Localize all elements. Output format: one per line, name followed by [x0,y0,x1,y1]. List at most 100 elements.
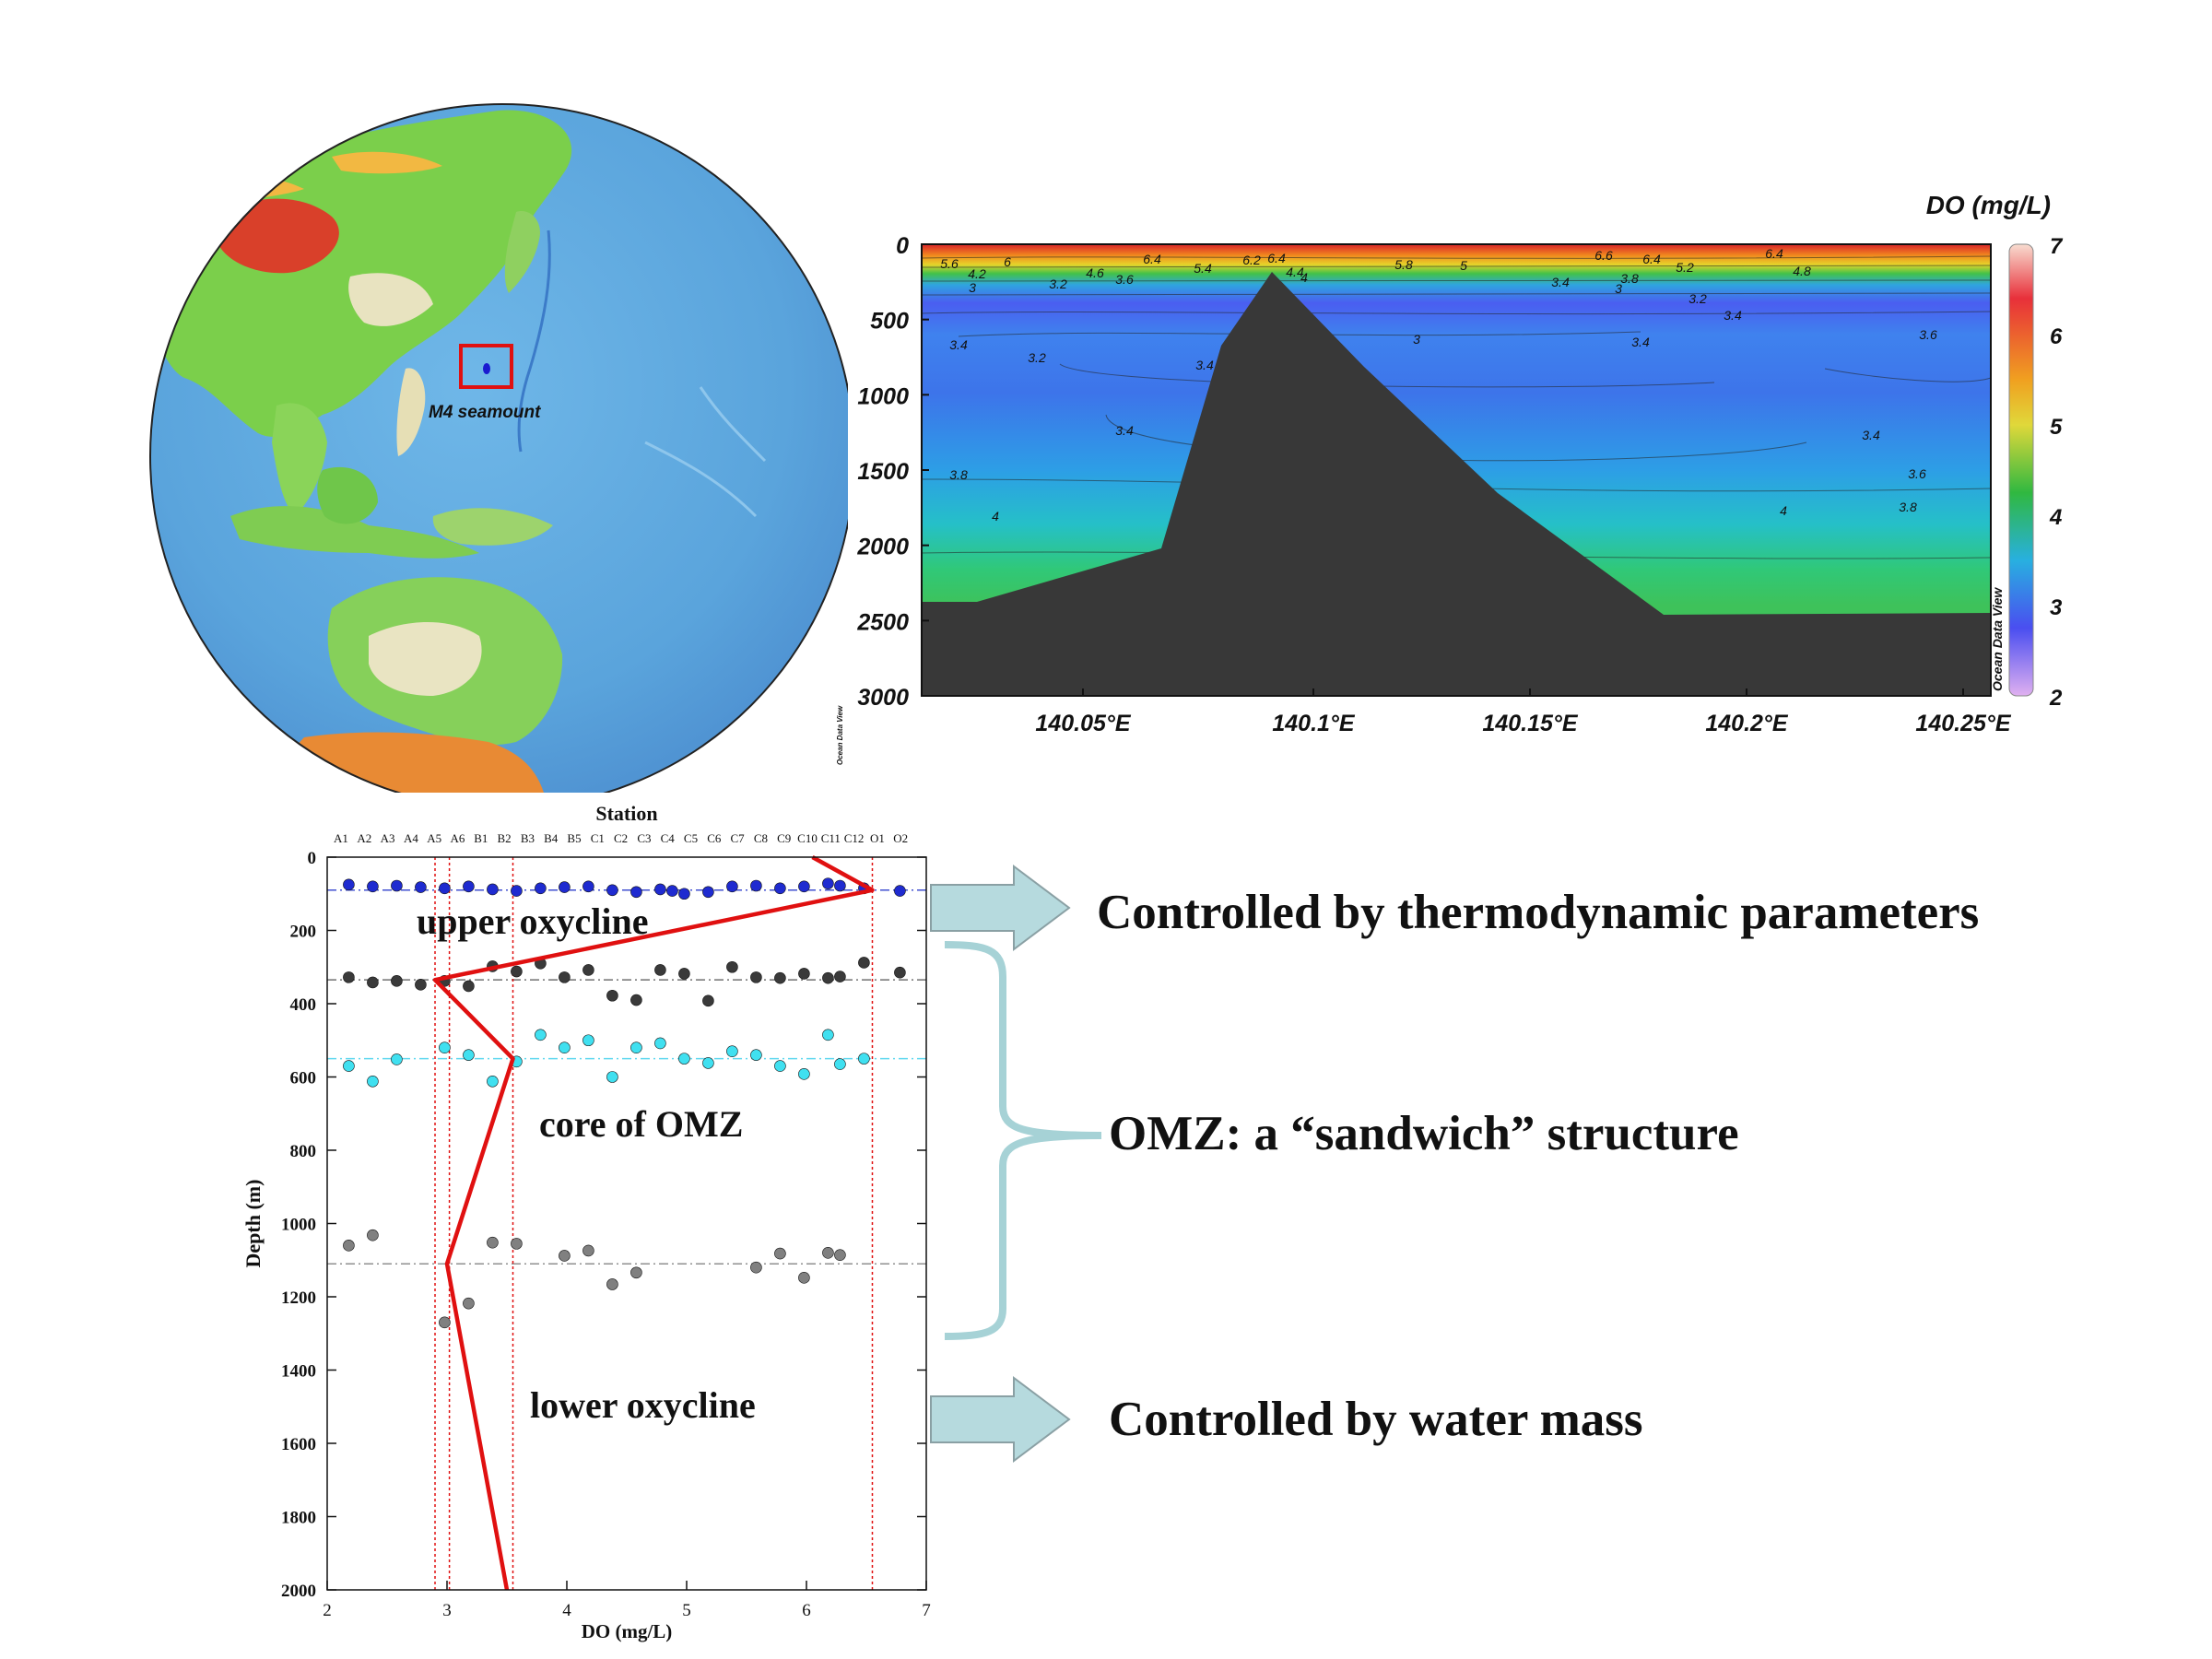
station-label: C12 [844,831,865,845]
contour-label: 3.4 [949,337,968,352]
station-label: O1 [870,831,885,845]
station-label: A6 [451,831,465,845]
contour-line [1824,368,1992,382]
data-point [750,879,762,892]
data-point [702,994,714,1007]
contour-line [921,255,1992,259]
station-label: C5 [684,831,698,845]
contour-label: 6.4 [1642,252,1661,266]
data-point [822,877,834,889]
x-axis-label: DO (mg/L) [582,1620,673,1642]
data-point [774,1247,786,1260]
station-label: A4 [404,831,418,845]
annotation-graphics [930,865,1102,1463]
odv-watermark-small: Ocean Data View [836,705,844,765]
lower-arrow [930,1376,1071,1463]
upper-callout: Controlled by thermodynamic parameters [1097,886,1980,939]
data-point [463,1297,475,1310]
contour-label: 3.6 [1919,327,1937,342]
contour-label: 3 [969,280,976,295]
indonesia [230,506,479,559]
philippines [396,368,426,456]
data-point [535,1029,547,1041]
y-tick-label: 800 [290,1142,317,1161]
station-label: A3 [381,831,395,845]
y-tick-label: 600 [290,1069,317,1088]
data-point [343,878,355,891]
zone-annotation: upper oxycline [417,900,649,942]
data-point [666,885,678,897]
data-point [654,883,666,896]
contour-label: 6.6 [1594,248,1613,263]
data-point [415,979,427,991]
contour-label: 3.6 [1908,466,1926,481]
colorbar-title: DO (mg/L) [1926,191,2051,219]
station-label: C10 [797,831,818,845]
section-y-tick-label: 0 [896,233,909,259]
y-tick-label: 1200 [281,1288,316,1308]
data-point [750,1261,762,1274]
contour-label: 6.4 [1765,246,1783,261]
ocean-trench [517,229,551,453]
data-point [343,1240,355,1252]
data-point [463,980,475,993]
lower-callout: Controlled by water mass [1109,1393,1643,1446]
data-point [750,1049,762,1061]
x-tick-label: 3 [442,1601,452,1620]
contour-label: 5 [1460,258,1467,273]
data-point [343,971,355,983]
data-point [606,884,618,897]
y-tick-label: 1400 [281,1362,316,1382]
data-point [439,882,451,895]
m4-seamount-label: M4 seamount [429,403,541,422]
data-point [678,1053,690,1065]
data-point [606,1278,618,1290]
station-label: C6 [707,831,722,845]
station-label: B3 [521,831,535,845]
x-tick-label: 2 [323,1601,332,1620]
colorbar-tick-label: 7 [2050,234,2064,259]
station-label: A5 [427,831,441,845]
do-section-plot: 5.6 64.234.63.26.43.65.46.24.46.445.8 56.6… [836,191,2064,765]
data-point [834,1058,846,1070]
contour-label: 4.2 [968,266,986,281]
data-point [535,882,547,895]
japan-islands [504,211,540,293]
contour-line [921,311,1992,315]
colorbar-tick-label: 6 [2050,324,2063,349]
contour-label: 3.4 [1551,275,1570,289]
section-x-tick-label: 140.15°E [1482,711,1578,736]
data-point [858,1053,870,1065]
x-tick-label: 6 [802,1601,811,1620]
data-point [678,888,690,900]
data-point [511,1238,523,1250]
data-point [582,1244,594,1257]
new-guinea [432,508,553,546]
data-point [606,989,618,1002]
data-point [630,1266,642,1279]
data-point [559,881,571,893]
station-label: B2 [498,831,512,845]
m4-location-dot [483,363,490,374]
data-point [798,1272,810,1284]
data-point [678,968,690,980]
y-tick-label: 400 [290,995,317,1015]
data-point [798,1068,810,1080]
data-point [463,880,475,893]
section-x-tick-label: 140.1°E [1272,711,1356,736]
data-point [726,1045,738,1057]
section-y-tick-label: 1500 [857,459,909,485]
data-point [463,1049,475,1061]
data-point [822,1246,834,1259]
y-tick-label: 1600 [281,1435,316,1454]
y-tick-label: 2000 [281,1582,316,1601]
do-depth-profile-chart: 2 3 4 5 6 7 0 200 400 600 800 1000 1200 1400 1600 1800 2… [241,802,931,1642]
data-point [582,1034,594,1047]
y-axis-label: Depth (m) [241,1180,265,1268]
odv-watermark: Ocean Data View [1990,587,2005,691]
station-label: C3 [637,831,651,845]
data-point [774,971,786,984]
data-point [798,880,810,893]
contour-label: 5.2 [1676,260,1694,275]
contour-label: 5.8 [1394,257,1413,272]
